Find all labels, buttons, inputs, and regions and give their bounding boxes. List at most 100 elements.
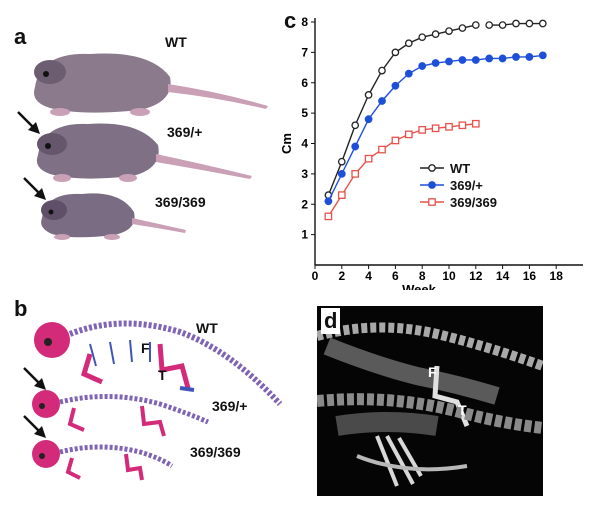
- data-point: [391, 136, 400, 145]
- data-point: [351, 121, 360, 130]
- data-point: [324, 197, 333, 206]
- data-point: [418, 33, 427, 42]
- data-point: [364, 154, 373, 163]
- data-point: [445, 57, 453, 66]
- y-tick-label: 5: [301, 106, 308, 120]
- data-point: [391, 48, 400, 57]
- data-point: [364, 91, 373, 99]
- x-tick-label: 14: [496, 269, 510, 283]
- data-point: [351, 170, 360, 178]
- skeleton-het-label: 369/+: [212, 398, 248, 414]
- data-point: [445, 122, 453, 131]
- arrow-icon: [17, 111, 40, 134]
- data-point: [458, 121, 467, 130]
- data-point: [458, 56, 467, 64]
- skeleton-wt-label: WT: [196, 320, 218, 336]
- data-point: [404, 130, 413, 139]
- data-point: [538, 19, 547, 28]
- data-point: [337, 157, 346, 166]
- data-point: [324, 212, 333, 221]
- data-point: [525, 53, 534, 61]
- panel-a-letter: a: [14, 24, 27, 49]
- data-point: [378, 97, 386, 105]
- data-point: [431, 124, 440, 133]
- panel-b-letter: b: [14, 296, 28, 321]
- x-tick-label: 2: [338, 269, 345, 283]
- y-tick-label: 4: [301, 137, 308, 151]
- data-point: [418, 62, 427, 70]
- mouse-hom-photo: [41, 193, 186, 240]
- data-point: [337, 191, 346, 199]
- xray-femur-label: F: [428, 364, 437, 380]
- data-point: [378, 145, 386, 154]
- data-point: [471, 119, 480, 128]
- arrow-icon: [23, 177, 46, 200]
- data-point: [525, 19, 534, 28]
- xray-tibia-label: T: [458, 402, 467, 418]
- x-tick-label: 18: [550, 269, 564, 283]
- panel-d-letter: d: [321, 308, 341, 334]
- y-tick-label: 1: [301, 228, 308, 242]
- mouse-wt-photo: [34, 53, 268, 116]
- panel-c-letter: c: [284, 8, 297, 33]
- data-point: [404, 39, 413, 48]
- x-tick-label: 12: [469, 269, 483, 283]
- arrow-icon: [23, 367, 46, 390]
- data-point: [351, 142, 360, 151]
- y-tick-label: 6: [301, 76, 308, 90]
- data-point: [458, 24, 467, 32]
- mouse-hom-label: 369/369: [155, 194, 206, 210]
- data-point: [431, 59, 440, 67]
- data-point: [512, 53, 520, 61]
- x-tick-label: 10: [442, 269, 456, 283]
- x-tick-label: 4: [365, 269, 372, 283]
- legend-label: 369/+: [450, 178, 483, 193]
- legend-label: 369/369: [450, 195, 497, 210]
- skeleton-tibia-label: T: [158, 367, 167, 383]
- data-point: [498, 21, 507, 29]
- data-point: [378, 66, 386, 75]
- arrow-icon: [23, 415, 46, 438]
- series-2: [324, 119, 480, 221]
- y-tick-label: 2: [301, 197, 308, 211]
- data-point: [471, 56, 480, 64]
- x-tick-label: 16: [523, 269, 537, 283]
- skeleton-hom-photo: [32, 440, 174, 481]
- data-point: [418, 125, 427, 134]
- series-1: [324, 51, 547, 206]
- data-point: [364, 115, 373, 124]
- x-axis-label: Week: [402, 282, 436, 290]
- skeleton-hom-label: 369/369: [190, 444, 241, 460]
- data-point: [337, 169, 346, 178]
- data-point: [498, 54, 507, 63]
- legend-marker: [428, 181, 436, 189]
- y-tick-label: 7: [301, 45, 308, 59]
- data-point: [391, 81, 400, 90]
- data-point: [445, 27, 453, 35]
- x-tick-label: 8: [419, 269, 426, 283]
- x-tick-label: 0: [312, 269, 319, 283]
- series-0: [324, 19, 547, 199]
- skeleton-wt-photo: [34, 320, 283, 407]
- skeleton-femur-label: F: [141, 340, 150, 356]
- data-point: [538, 51, 547, 60]
- data-point: [471, 21, 480, 29]
- legend-marker: [428, 198, 436, 206]
- legend-label: WT: [450, 161, 470, 176]
- mouse-het-label: 369/+: [167, 124, 203, 140]
- data-point: [485, 54, 494, 63]
- mouse-het-photo: [36, 123, 252, 182]
- skeleton-het-photo: [32, 390, 210, 437]
- y-axis-label: Cm: [280, 133, 294, 154]
- xray-image: F T: [317, 306, 543, 496]
- mouse-wt-label: WT: [165, 34, 187, 50]
- x-tick-label: 6: [392, 269, 399, 283]
- data-point: [404, 69, 413, 78]
- y-tick-label: 3: [301, 167, 308, 181]
- data-point: [512, 19, 520, 28]
- y-tick-label: 8: [301, 15, 308, 29]
- data-point: [431, 30, 440, 39]
- data-point: [485, 21, 494, 29]
- legend-marker: [428, 164, 436, 172]
